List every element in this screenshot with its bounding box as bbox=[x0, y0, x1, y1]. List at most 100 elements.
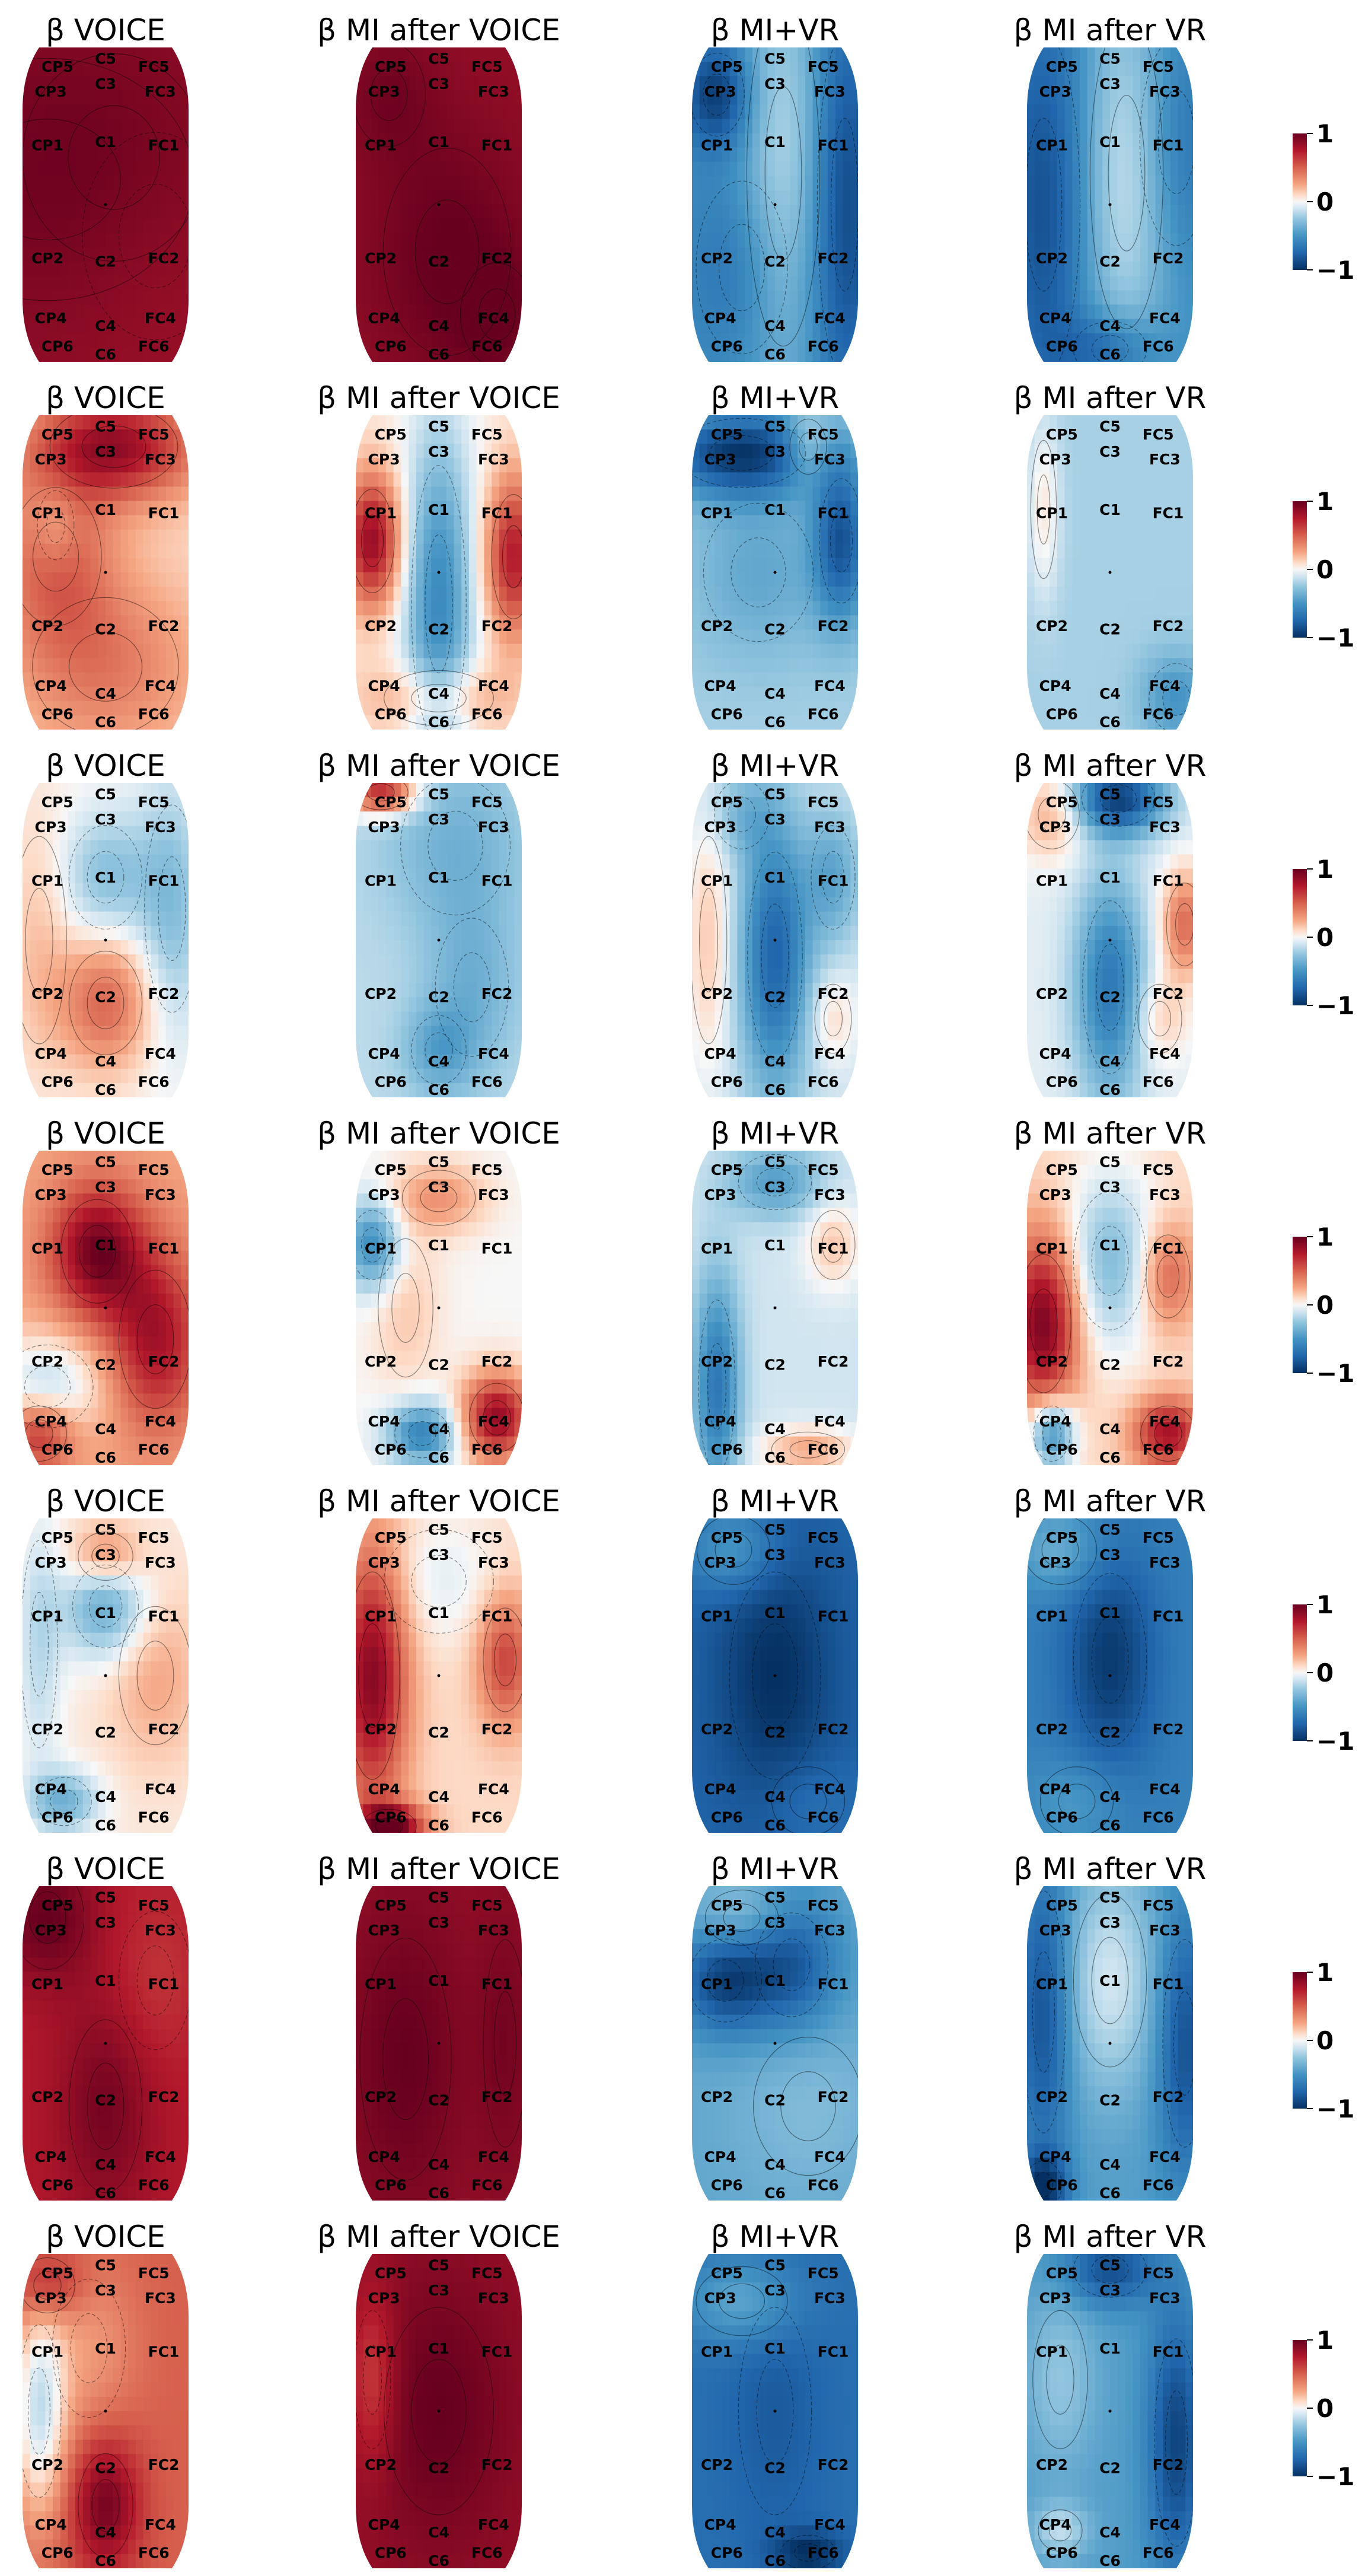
heatmap-cell bbox=[1042, 658, 1050, 673]
heatmap-cell bbox=[401, 572, 409, 587]
heatmap-cell bbox=[514, 826, 522, 841]
heatmap-cell bbox=[158, 161, 167, 177]
contour-line bbox=[830, 509, 853, 573]
heatmap-cell bbox=[165, 672, 174, 687]
heatmap-cell bbox=[120, 276, 129, 291]
heatmap-cell bbox=[1133, 615, 1141, 631]
heatmap-cell bbox=[60, 543, 69, 559]
heatmap-cell bbox=[514, 672, 522, 687]
heatmap-cell bbox=[1178, 347, 1186, 362]
heatmap-cell bbox=[151, 119, 159, 134]
heatmap-cell bbox=[82, 529, 91, 545]
heatmap-cell bbox=[37, 997, 46, 1012]
heatmap-cell bbox=[476, 644, 485, 659]
heatmap-cell bbox=[1110, 161, 1118, 177]
heatmap-cell bbox=[181, 644, 189, 659]
heatmap-cell bbox=[393, 644, 402, 659]
heatmap-cell bbox=[476, 515, 485, 530]
heatmap-cell bbox=[468, 429, 477, 444]
heatmap-cell bbox=[707, 444, 715, 459]
heatmap-cell bbox=[1178, 62, 1186, 77]
heatmap-cell bbox=[461, 501, 470, 516]
heatmap-cell bbox=[1095, 219, 1103, 234]
heatmap-cell bbox=[699, 333, 708, 348]
heatmap-cell bbox=[1087, 147, 1096, 163]
heatmap-cell bbox=[805, 247, 814, 263]
heatmap-cell bbox=[805, 601, 814, 616]
heatmap-cell bbox=[805, 333, 814, 348]
heatmap-cell bbox=[45, 811, 53, 827]
heatmap-cell bbox=[52, 558, 61, 573]
heatmap-cell bbox=[1057, 515, 1066, 530]
heatmap-cell bbox=[1170, 219, 1179, 234]
heatmap-cell bbox=[782, 76, 791, 91]
heatmap-cell bbox=[1170, 76, 1179, 91]
heatmap-cell bbox=[98, 47, 106, 62]
heatmap-cell bbox=[416, 472, 425, 488]
heatmap-cell bbox=[446, 90, 455, 106]
heatmap-cell bbox=[506, 897, 515, 912]
heatmap-cell bbox=[1050, 262, 1058, 277]
heatmap-cell bbox=[782, 644, 791, 659]
heatmap-cell bbox=[499, 147, 508, 163]
heatmap-cell bbox=[835, 486, 844, 502]
heatmap-surface bbox=[23, 47, 189, 362]
heatmap-cell bbox=[1117, 444, 1126, 459]
heatmap-cell bbox=[499, 997, 508, 1012]
heatmap-cell bbox=[499, 247, 508, 263]
heatmap-cell bbox=[165, 558, 174, 573]
heatmap-cell bbox=[1072, 486, 1080, 502]
heatmap-cell bbox=[363, 333, 372, 348]
heatmap-cell bbox=[514, 558, 522, 573]
heatmap-cell bbox=[135, 176, 144, 191]
heatmap-cell bbox=[68, 983, 76, 998]
heatmap-cell bbox=[1163, 543, 1171, 559]
heatmap-cell bbox=[128, 119, 136, 134]
heatmap-cell bbox=[828, 629, 836, 645]
contour-line bbox=[709, 435, 774, 471]
heatmap-cell bbox=[737, 233, 745, 249]
heatmap-cell bbox=[812, 429, 821, 444]
heatmap-cell bbox=[1057, 319, 1066, 334]
heatmap-cell bbox=[506, 658, 515, 673]
heatmap-cell bbox=[1102, 672, 1111, 687]
heatmap-cell bbox=[767, 247, 776, 263]
heatmap-cell bbox=[707, 247, 715, 263]
heatmap-cell bbox=[378, 119, 387, 134]
electrode-label: FC1 bbox=[481, 136, 513, 154]
heatmap-cell bbox=[431, 319, 439, 334]
heatmap-cell bbox=[82, 572, 91, 587]
heatmap-cell bbox=[446, 983, 455, 998]
contour-line bbox=[1091, 335, 1129, 362]
heatmap-cell bbox=[439, 543, 447, 559]
electrode-label: FC3 bbox=[1149, 83, 1181, 100]
contour-line bbox=[703, 73, 731, 116]
heatmap-cell bbox=[820, 347, 828, 362]
heatmap-cell bbox=[143, 190, 152, 205]
heatmap-cell bbox=[828, 347, 836, 362]
heatmap-cell bbox=[165, 119, 174, 134]
heatmap-cell bbox=[1057, 62, 1066, 77]
heatmap-cell bbox=[416, 783, 425, 798]
heatmap-cell bbox=[385, 62, 394, 77]
heatmap-cell bbox=[1140, 147, 1149, 163]
heatmap-cell bbox=[37, 205, 46, 219]
heatmap-cell bbox=[760, 658, 768, 673]
heatmap-cell bbox=[23, 319, 31, 334]
heatmap-cell bbox=[393, 133, 402, 148]
heatmap-cell bbox=[812, 205, 821, 219]
heatmap-cell bbox=[181, 826, 189, 841]
heatmap-cell bbox=[790, 472, 798, 488]
heatmap-cell bbox=[378, 429, 387, 444]
heatmap-cell bbox=[385, 700, 394, 716]
heatmap-cell bbox=[90, 811, 98, 827]
electrode-label: FC6 bbox=[471, 338, 503, 355]
heatmap-cell bbox=[1147, 119, 1156, 134]
heatmap-cell bbox=[363, 615, 372, 631]
heatmap-cell bbox=[165, 205, 174, 219]
heatmap-cell bbox=[68, 472, 76, 488]
heatmap-cell bbox=[812, 47, 821, 62]
heatmap-cell bbox=[431, 543, 439, 559]
heatmap-cell bbox=[30, 104, 39, 120]
heatmap-cell bbox=[181, 897, 189, 912]
